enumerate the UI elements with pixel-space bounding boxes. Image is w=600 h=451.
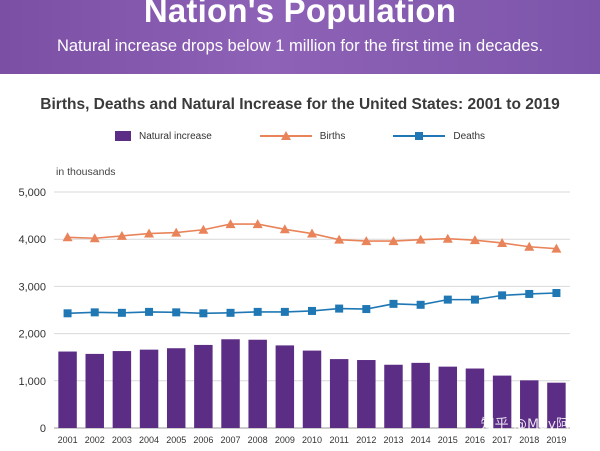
- point-births: [198, 224, 209, 234]
- bar-natural-increase: [139, 349, 159, 428]
- y-tick-label: 1,000: [18, 376, 46, 388]
- point-deaths: [443, 295, 452, 304]
- point-births: [334, 234, 345, 244]
- point-deaths: [145, 307, 154, 316]
- legend-births: Births: [259, 130, 346, 142]
- y-tick-label: 0: [40, 423, 46, 435]
- bar-natural-increase: [302, 350, 322, 428]
- legend-bar-swatch: [114, 131, 131, 141]
- point-births: [62, 232, 73, 242]
- point-births: [252, 219, 263, 229]
- bar-natural-increase: [194, 344, 213, 428]
- x-tick-label: 2016: [465, 435, 485, 445]
- point-deaths: [498, 291, 507, 300]
- point-births: [469, 235, 480, 245]
- bar-natural-increase: [357, 360, 376, 428]
- point-births: [171, 227, 182, 237]
- point-births: [225, 219, 236, 229]
- y-tick-label: 5,000: [18, 187, 46, 199]
- legend-label: Births: [319, 130, 346, 142]
- point-births: [442, 233, 453, 243]
- point-deaths: [172, 308, 181, 317]
- point-deaths: [308, 306, 316, 315]
- x-tick-label: 2002: [85, 435, 105, 445]
- bar-natural-increase: [58, 351, 77, 428]
- legend-label: Natural increase: [138, 130, 212, 142]
- chart-title: Births, Deaths and Natural Increase for …: [40, 96, 560, 113]
- point-deaths: [63, 309, 72, 318]
- x-tick-label: 2012: [356, 435, 376, 445]
- bar-natural-increase: [248, 339, 267, 428]
- x-tick-label: 2010: [302, 435, 322, 445]
- point-births: [89, 233, 100, 243]
- watermark: 知乎 @May阿密: [480, 417, 584, 433]
- x-tick-label: 2003: [112, 435, 132, 445]
- bar-natural-increase: [520, 380, 539, 428]
- point-births: [116, 230, 127, 240]
- bar-natural-increase: [112, 351, 132, 428]
- bar-natural-increase: [275, 345, 295, 428]
- x-tick-label: 2014: [411, 435, 431, 445]
- point-births: [279, 224, 290, 234]
- point-deaths: [552, 289, 561, 298]
- legend-triangle-line-icon: [259, 130, 312, 142]
- point-deaths: [389, 299, 398, 308]
- x-tick-label: 2011: [329, 435, 348, 445]
- legend-natural-increase: Natural increase: [114, 130, 212, 142]
- point-deaths: [90, 308, 99, 317]
- x-tick-label: 2006: [193, 435, 213, 445]
- bar-natural-increase: [384, 364, 403, 428]
- x-tick-label: 2004: [139, 435, 159, 445]
- point-deaths: [253, 307, 262, 316]
- bar-natural-increase: [492, 375, 512, 428]
- x-tick-label: 2008: [248, 435, 268, 445]
- x-tick-label: 2018: [519, 435, 539, 445]
- x-tick-label: 2005: [166, 435, 186, 445]
- x-tick-label: 2017: [492, 435, 512, 445]
- point-deaths: [525, 289, 534, 298]
- bar-natural-increase: [85, 353, 104, 428]
- bar-natural-increase: [465, 368, 485, 428]
- point-deaths: [117, 308, 126, 317]
- x-tick-label: 2001: [58, 435, 78, 445]
- point-deaths: [199, 309, 208, 318]
- legend-deaths: Deaths: [393, 130, 485, 142]
- point-births: [144, 228, 155, 238]
- point-births: [524, 241, 535, 251]
- point-deaths: [280, 307, 289, 316]
- x-tick-label: 2015: [438, 435, 458, 445]
- point-deaths: [226, 308, 235, 317]
- bar-natural-increase: [329, 359, 349, 428]
- point-births: [388, 236, 399, 246]
- x-tick-label: 2007: [221, 435, 241, 445]
- point-births: [497, 237, 508, 247]
- y-tick-label: 3,000: [18, 281, 46, 293]
- point-births: [307, 228, 317, 238]
- point-deaths: [335, 304, 344, 313]
- bar-natural-increase: [438, 366, 458, 428]
- point-deaths: [362, 305, 371, 314]
- point-deaths: [470, 295, 479, 304]
- y-axis-unit-label: in thousands: [56, 166, 116, 178]
- x-tick-label: 2009: [275, 435, 295, 445]
- bar-natural-increase: [166, 348, 186, 428]
- legend-square-line-icon: [393, 130, 446, 142]
- bar-natural-increase: [221, 339, 240, 428]
- point-births: [551, 243, 562, 253]
- point-deaths: [416, 300, 425, 309]
- x-tick-label: 2013: [383, 435, 403, 445]
- point-births: [361, 236, 372, 246]
- bar-natural-increase: [411, 362, 430, 428]
- banner-title: Nation's Population: [143, 0, 457, 29]
- header-banner: Nation's Population Natural increase dro…: [0, 0, 600, 74]
- y-tick-label: 4,000: [18, 234, 46, 246]
- chart-legend: Natural increase Births Deaths: [0, 126, 600, 146]
- point-births: [415, 234, 426, 244]
- y-tick-label: 2,000: [18, 329, 46, 341]
- x-tick-label: 2019: [546, 435, 566, 445]
- legend-label: Deaths: [453, 130, 486, 142]
- bar-natural-increase: [547, 382, 566, 428]
- banner-subtitle: Natural increase drops below 1 million f…: [56, 37, 544, 55]
